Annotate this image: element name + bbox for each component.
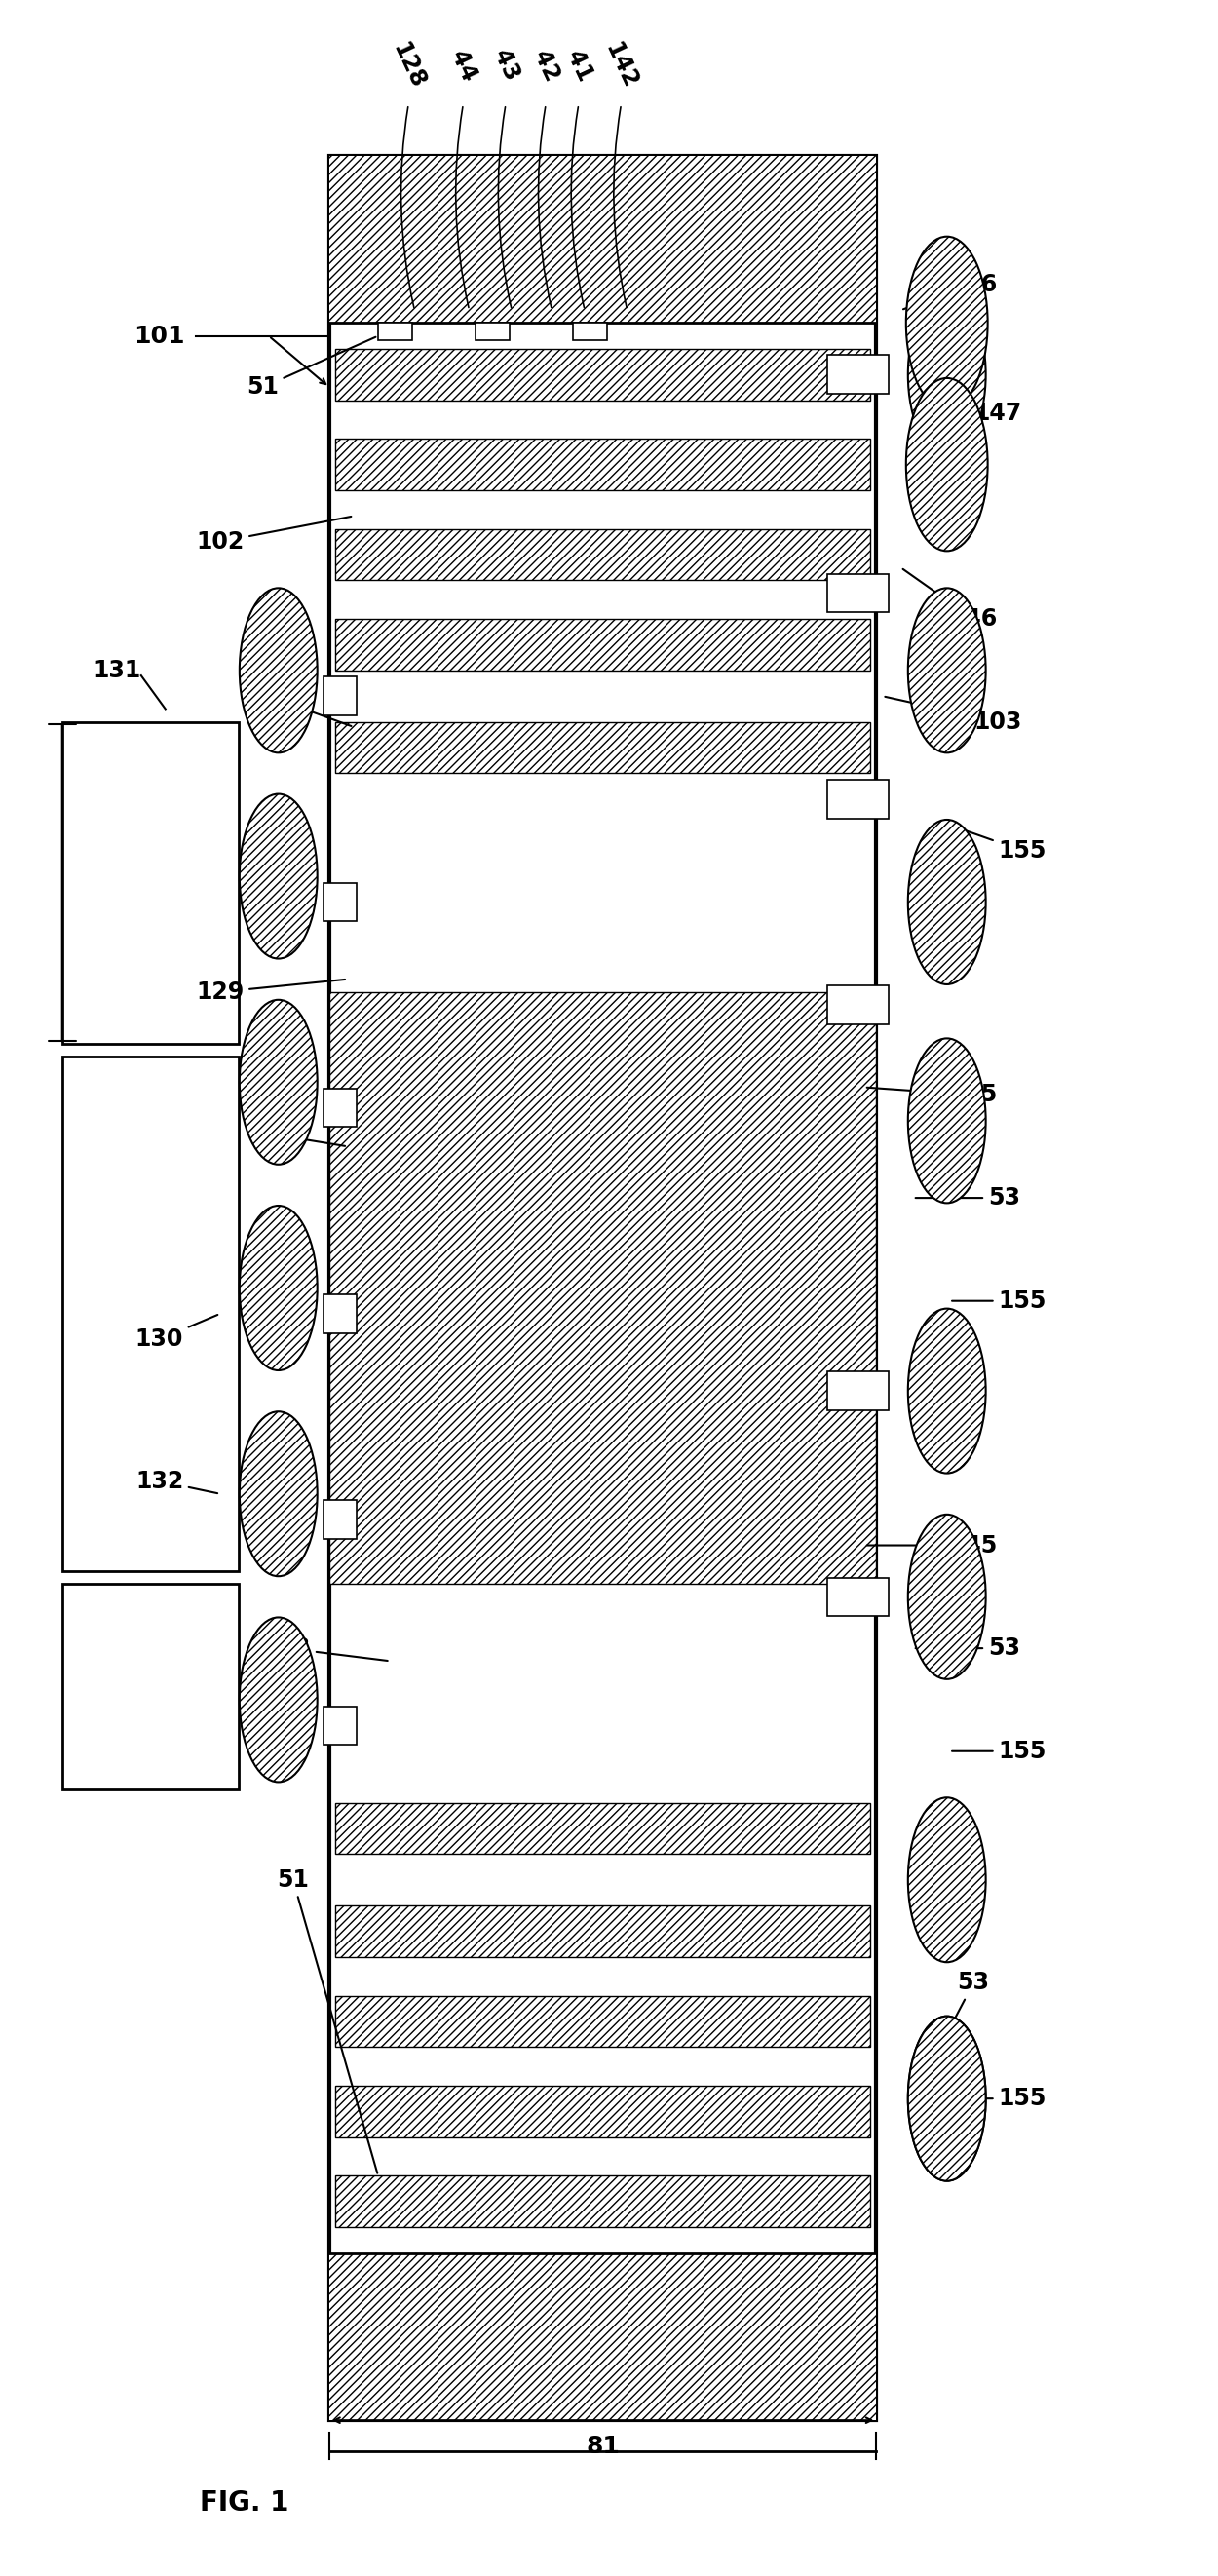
Bar — [336, 721, 871, 773]
Circle shape — [240, 1412, 318, 1577]
Circle shape — [907, 2017, 985, 2182]
Bar — [324, 1090, 357, 1128]
Text: 102: 102 — [196, 518, 351, 554]
Text: 51: 51 — [246, 337, 375, 399]
Circle shape — [907, 291, 985, 456]
Text: 53: 53 — [914, 1971, 990, 2097]
Bar — [324, 884, 357, 922]
Text: 145: 145 — [867, 1533, 998, 1556]
Bar — [378, 322, 412, 340]
Text: 101: 101 — [134, 325, 185, 348]
Text: 41: 41 — [561, 46, 596, 85]
Bar — [336, 1803, 871, 1855]
Circle shape — [907, 587, 985, 752]
Bar — [336, 2177, 871, 2228]
Bar — [828, 781, 888, 819]
Circle shape — [240, 1206, 318, 1370]
Text: 131: 131 — [93, 659, 141, 683]
Circle shape — [906, 379, 988, 551]
Text: 81: 81 — [586, 2434, 620, 2458]
Bar — [336, 618, 871, 670]
Text: 103: 103 — [885, 696, 1022, 734]
Text: 42: 42 — [529, 46, 563, 85]
Bar — [330, 992, 877, 1584]
Circle shape — [240, 999, 318, 1164]
Bar — [336, 2087, 871, 2138]
Bar — [336, 348, 871, 399]
Text: 51: 51 — [276, 1868, 378, 2174]
Text: 145: 145 — [867, 1084, 998, 1108]
Text: FIG. 1: FIG. 1 — [200, 2488, 289, 2517]
Text: 155: 155 — [952, 1739, 1046, 1762]
Bar — [62, 1584, 239, 1790]
Bar — [330, 155, 877, 2421]
Bar — [336, 1996, 871, 2048]
Bar — [324, 677, 357, 716]
Bar — [336, 1906, 871, 1958]
Text: 129: 129 — [196, 979, 345, 1005]
Bar — [62, 1056, 239, 1571]
Text: 146: 146 — [903, 569, 998, 631]
Text: 53: 53 — [916, 1185, 1019, 1211]
Bar — [330, 2254, 877, 2421]
Text: 44: 44 — [446, 46, 481, 85]
Bar — [324, 1705, 357, 1744]
Text: 155: 155 — [952, 1288, 1046, 1314]
Circle shape — [907, 1038, 985, 1203]
Text: 43: 43 — [488, 46, 523, 85]
Text: 53: 53 — [916, 1636, 1019, 1659]
Circle shape — [240, 793, 318, 958]
Circle shape — [907, 2017, 985, 2182]
Text: 133: 133 — [263, 1636, 387, 1662]
Bar — [324, 1293, 357, 1332]
Bar — [336, 438, 871, 489]
Bar — [336, 528, 871, 580]
Text: 52: 52 — [252, 1123, 345, 1146]
Circle shape — [906, 237, 988, 410]
Circle shape — [240, 587, 318, 752]
Circle shape — [240, 1618, 318, 1783]
Bar — [572, 322, 607, 340]
Text: 132: 132 — [135, 1468, 218, 1494]
Circle shape — [907, 819, 985, 984]
Text: 142: 142 — [600, 39, 642, 93]
Bar — [828, 987, 888, 1025]
Text: 147: 147 — [928, 402, 1022, 425]
Circle shape — [907, 1515, 985, 1680]
Bar — [828, 1577, 888, 1615]
Circle shape — [907, 1309, 985, 1473]
Text: 130: 130 — [135, 1314, 218, 1352]
Text: 155: 155 — [951, 827, 1046, 863]
Bar — [828, 574, 888, 613]
Text: 155: 155 — [952, 2087, 1046, 2110]
Bar — [475, 322, 509, 340]
Bar — [828, 355, 888, 394]
Bar — [324, 1499, 357, 1538]
Circle shape — [907, 1798, 985, 1963]
Bar — [828, 1370, 888, 1409]
Bar — [62, 721, 239, 1043]
Text: 52: 52 — [252, 685, 351, 726]
Text: 128: 128 — [387, 39, 429, 93]
Bar — [330, 155, 877, 322]
Text: 146: 146 — [904, 273, 998, 309]
